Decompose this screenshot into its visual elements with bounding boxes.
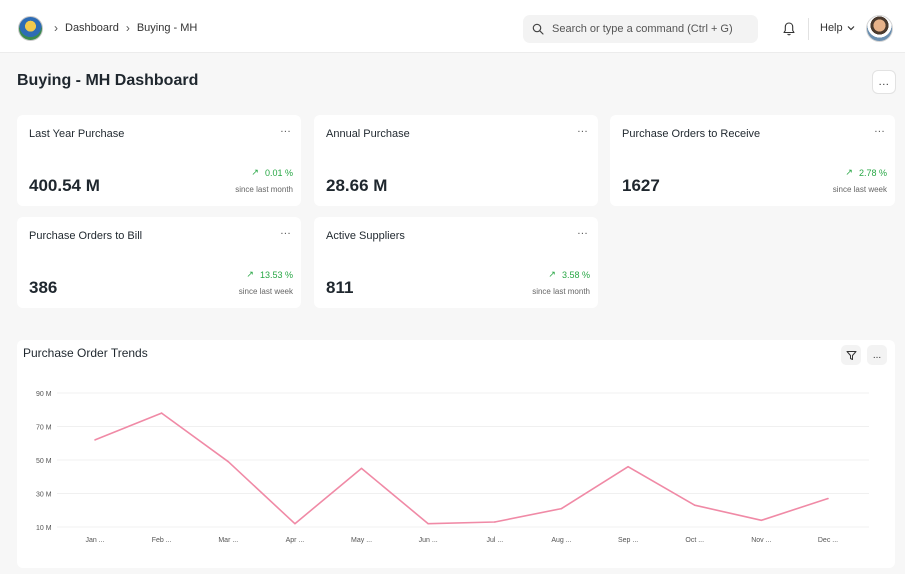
data-point (627, 465, 629, 468)
x-tick-label: Dec ... (818, 537, 838, 544)
chevron-down-icon (847, 26, 855, 31)
breadcrumb: › Dashboard › Buying - MH (54, 21, 197, 35)
breadcrumb-item-current[interactable]: Buying - MH (136, 22, 198, 34)
x-tick-label: Aug ... (551, 537, 571, 544)
data-point (494, 521, 496, 523)
card-change-value: 3.58 % (561, 269, 590, 280)
number-card-purchase-orders-to-bill[interactable]: Purchase Orders to Bill ... ↗ 13.53 % si… (17, 217, 301, 308)
card-change: ↗ 2.78 % (845, 167, 887, 178)
search-icon (532, 23, 544, 35)
filter-button[interactable] (841, 345, 861, 365)
data-point (227, 460, 230, 463)
number-card-purchase-orders-to-receive[interactable]: Purchase Orders to Receive ... ↗ 2.78 % … (610, 115, 895, 206)
card-title: Active Suppliers (326, 230, 405, 242)
x-tick-label: Oct ... (685, 537, 704, 544)
data-point (560, 507, 563, 510)
navbar: › Dashboard › Buying - MH Help (0, 0, 905, 53)
search-input[interactable] (552, 23, 752, 35)
card-menu-button[interactable]: ... (280, 225, 291, 237)
breadcrumb-item-dashboard[interactable]: Dashboard (65, 22, 119, 34)
card-menu-button[interactable]: ... (874, 123, 885, 135)
card-change-value: 0.01 % (264, 167, 293, 178)
card-change-value: 2.78 % (858, 167, 887, 178)
page-title: Buying - MH Dashboard (17, 72, 199, 89)
y-tick-label: 70 M (36, 425, 52, 432)
user-avatar[interactable] (866, 15, 893, 42)
card-since-label: since last month (235, 185, 293, 194)
card-value: 386 (29, 278, 58, 297)
chart-title: Purchase Order Trends (23, 346, 148, 360)
card-change: ↗ 0.01 % (251, 167, 293, 178)
data-point (160, 412, 163, 414)
data-point (94, 439, 96, 441)
card-title: Purchase Orders to Bill (29, 230, 143, 242)
help-dropdown[interactable]: Help (820, 22, 855, 34)
card-title: Last Year Purchase (29, 128, 125, 140)
arrow-up-right-icon: ↗ (246, 269, 254, 279)
search-bar[interactable] (523, 15, 758, 43)
bell-icon[interactable] (782, 21, 796, 37)
card-value: 400.54 M (29, 176, 100, 195)
data-point (760, 519, 763, 522)
series-line (94, 412, 829, 525)
card-menu-button[interactable]: ... (280, 123, 291, 135)
x-tick-label: Jul ... (486, 537, 503, 544)
x-tick-label: Apr ... (286, 537, 305, 544)
x-tick-label: Jun ... (419, 537, 438, 544)
x-tick-label: Feb ... (152, 537, 172, 544)
number-card-annual-purchase[interactable]: Annual Purchase ... 28.66 M (314, 115, 598, 206)
arrow-up-right-icon: ↗ (845, 167, 853, 177)
arrow-up-right-icon: ↗ (548, 269, 556, 279)
arrow-up-right-icon: ↗ (251, 167, 259, 177)
x-tick-label: May ... (351, 537, 372, 544)
card-menu-button[interactable]: ... (577, 123, 588, 135)
card-menu-button[interactable]: ... (577, 225, 588, 237)
chevron-right-icon: › (125, 21, 130, 35)
help-label: Help (820, 22, 843, 34)
x-tick-label: Sep ... (618, 537, 638, 544)
x-tick-label: Nov ... (751, 537, 771, 544)
page-menu-button[interactable]: ... (872, 70, 896, 94)
card-since-label: since last week (832, 185, 887, 194)
chart-menu-button[interactable]: ... (867, 345, 887, 365)
x-tick-label: Mar ... (218, 537, 238, 544)
line-chart: 90 M 70 M 50 M 30 M 10 M Jan ... Feb ... Mar ..… (36, 391, 869, 544)
y-tick-label: 50 M (36, 458, 52, 465)
y-tick-label: 10 M (36, 525, 52, 532)
card-value: 28.66 M (326, 176, 388, 195)
x-tick-label: Jan ... (85, 537, 104, 544)
card-title: Annual Purchase (326, 128, 410, 140)
y-tick-label: 90 M (36, 391, 52, 398)
card-change-value: 13.53 % (259, 269, 293, 280)
number-card-active-suppliers[interactable]: Active Suppliers ... ↗ 3.58 % since last… (314, 217, 598, 308)
y-tick-label: 30 M (36, 492, 52, 499)
card-value: 1627 (622, 176, 660, 195)
card-since-label: since last month (532, 287, 590, 296)
card-title: Purchase Orders to Receive (622, 128, 761, 140)
card-change: ↗ 13.53 % (246, 269, 293, 280)
app-logo[interactable] (18, 16, 43, 41)
data-point (294, 522, 296, 525)
data-point (827, 497, 829, 500)
chevron-right-icon: › (54, 21, 58, 35)
card-since-label: since last week (238, 287, 293, 296)
filter-icon (846, 350, 856, 360)
number-card-last-year-purchase[interactable]: Last Year Purchase ... ↗ 0.01 % since la… (17, 115, 301, 206)
chart-card-purchase-order-trends: Purchase Order Trends ... 90 M 70 M 50 M 30… (17, 340, 895, 568)
card-value: 811 (326, 278, 354, 297)
data-point (427, 522, 429, 525)
card-change: ↗ 3.58 % (548, 269, 590, 280)
data-point (360, 467, 363, 470)
data-point (693, 504, 696, 507)
divider (808, 18, 809, 40)
